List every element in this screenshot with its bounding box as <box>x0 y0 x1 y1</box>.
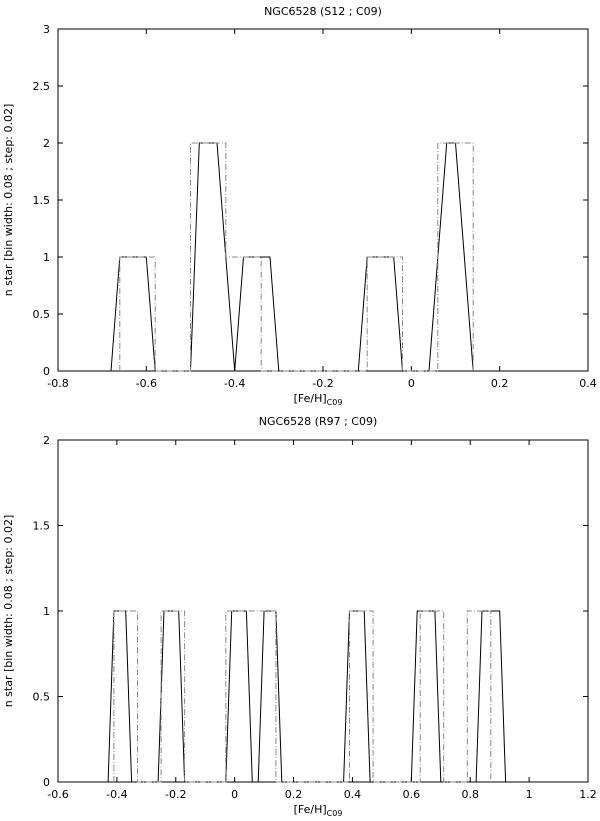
x-tick-label: -0.4 <box>106 788 127 801</box>
x-tick-label: 0.2 <box>491 377 509 390</box>
y-tick-label: 1.5 <box>33 520 51 533</box>
ticks-bottom: -0.6 -0.4 -0.2 0 0.2 0.4 0.6 0.8 1 1.2 0 0.5 1 1.5 2 <box>33 434 597 801</box>
y-tick-label: 0.5 <box>33 308 51 321</box>
x-tick-label: 0 <box>231 788 238 801</box>
x-axis-label-top: [Fe/H]C09 <box>294 392 343 407</box>
x-tick-label: -0.6 <box>47 788 68 801</box>
series-top <box>110 142 474 372</box>
y-tick-label: 1 <box>43 605 50 618</box>
chart-panel-top: NGC6528 (S12 ; C09) n star [bin width: 0… <box>2 5 597 407</box>
ticks-top: -0.8 -0.6 -0.4 -0.2 0 0.2 0.4 0 0.5 1 1.5 2 2.5 3 <box>33 23 597 390</box>
y-tick-label: 1 <box>43 251 50 264</box>
histogram-line-solid <box>110 142 474 372</box>
y-tick-label: 0 <box>43 776 50 789</box>
y-axis-label-bottom: n star [bin width: 0.08 ; step: 0.02] <box>2 515 15 708</box>
x-tick-label: -0.2 <box>165 788 186 801</box>
x-tick-label: 0.8 <box>461 788 479 801</box>
x-tick-label: 0.4 <box>579 377 597 390</box>
chart-title-top: NGC6528 (S12 ; C09) <box>264 5 382 18</box>
plot-frame-bottom <box>57 439 589 783</box>
x-tick-label: 1 <box>526 788 533 801</box>
histogram-line-solid <box>107 610 507 783</box>
y-tick-label: 2.5 <box>33 80 51 93</box>
x-tick-label: -0.2 <box>312 377 333 390</box>
x-tick-label: -0.6 <box>136 377 157 390</box>
y-tick-label: 0.5 <box>33 691 51 704</box>
x-tick-label: 1.2 <box>579 788 597 801</box>
x-tick-label: 0.6 <box>403 788 421 801</box>
x-axis-label-bottom: [Fe/H]C09 <box>294 803 343 818</box>
y-tick-label: 2 <box>43 137 50 150</box>
x-tick-label: -0.4 <box>224 377 245 390</box>
y-tick-label: 3 <box>43 23 50 36</box>
x-tick-label: -0.8 <box>47 377 68 390</box>
chart-title-bottom: NGC6528 (R97 ; C09) <box>259 415 378 428</box>
y-tick-label: 2 <box>43 434 50 447</box>
histogram-line-dashdot <box>119 142 474 372</box>
y-tick-label: 1.5 <box>33 194 51 207</box>
x-tick-label: 0.4 <box>344 788 362 801</box>
plot-frame-top <box>57 28 589 372</box>
histogram-line-dashdot <box>113 610 492 783</box>
y-tick-label: 0 <box>43 365 50 378</box>
x-tick-label: 0.2 <box>285 788 303 801</box>
x-tick-label: 0 <box>408 377 415 390</box>
series-bottom <box>107 610 507 783</box>
y-axis-label-top: n star [bin width: 0.08 ; step: 0.02] <box>2 104 15 297</box>
chart-panel-bottom: NGC6528 (R97 ; C09) n star [bin width: 0… <box>2 415 597 818</box>
